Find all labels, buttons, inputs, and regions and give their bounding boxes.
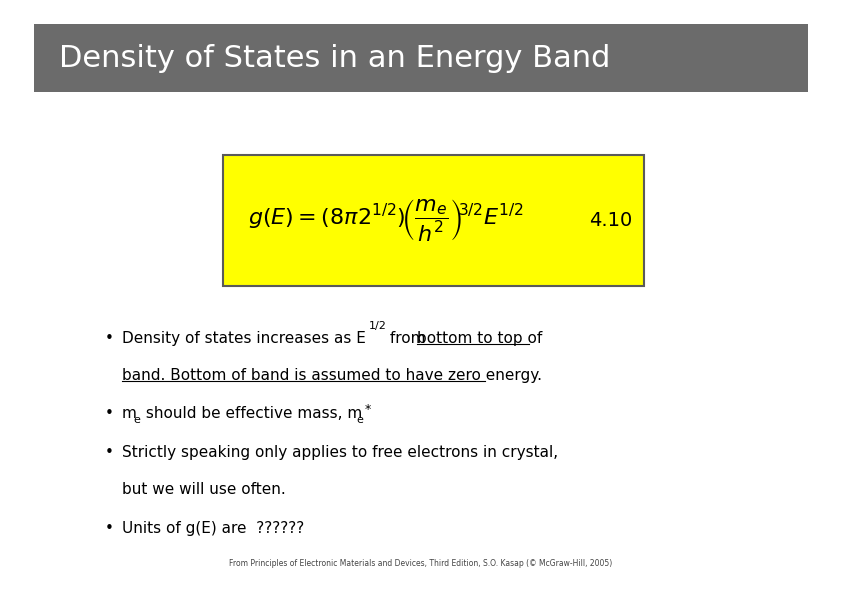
Text: •: •: [105, 445, 114, 460]
Text: e: e: [356, 415, 363, 425]
Text: Units of g(E) are  ??????: Units of g(E) are ??????: [122, 521, 304, 536]
Text: from: from: [385, 331, 430, 346]
Text: Strictly speaking only applies to free electrons in crystal,: Strictly speaking only applies to free e…: [122, 445, 558, 460]
Text: bottom to top of: bottom to top of: [417, 331, 542, 346]
Text: •: •: [105, 521, 114, 536]
Text: $g(E) = \left(8\pi 2^{1/2}\right)\!\left(\dfrac{m_e}{h^2}\right)^{\!\!3/2} E^{1/: $g(E) = \left(8\pi 2^{1/2}\right)\!\left…: [248, 197, 524, 244]
Text: 1/2: 1/2: [369, 321, 386, 331]
Text: •: •: [105, 406, 114, 421]
Text: m: m: [122, 406, 137, 421]
Text: band. Bottom of band is assumed to have zero energy.: band. Bottom of band is assumed to have …: [122, 368, 542, 383]
FancyBboxPatch shape: [223, 155, 644, 286]
Text: Density of States in an Energy Band: Density of States in an Energy Band: [59, 44, 610, 73]
Text: *: *: [365, 403, 370, 416]
Text: should be effective mass, m: should be effective mass, m: [141, 406, 362, 421]
Text: From Principles of Electronic Materials and Devices, Third Edition, S.O. Kasap (: From Principles of Electronic Materials …: [229, 558, 613, 568]
FancyBboxPatch shape: [34, 24, 808, 92]
Text: •: •: [105, 331, 114, 346]
Text: e: e: [133, 415, 140, 425]
Text: but we will use often.: but we will use often.: [122, 482, 285, 497]
Text: Density of states increases as E: Density of states increases as E: [122, 331, 366, 346]
Text: 4.10: 4.10: [589, 211, 632, 230]
